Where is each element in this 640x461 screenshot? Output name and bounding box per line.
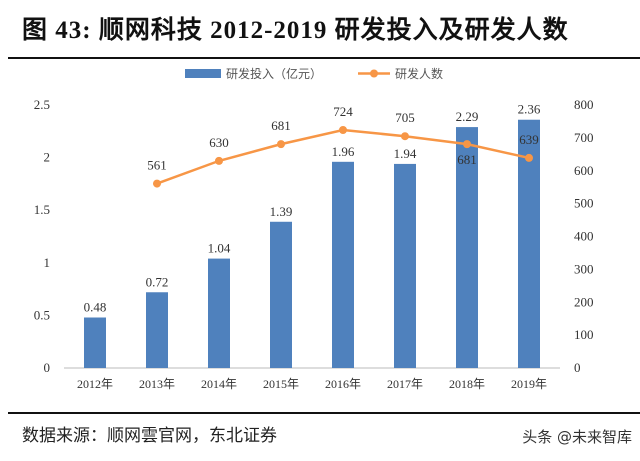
y-right-tick-label: 600 (574, 163, 594, 178)
line-point (463, 140, 471, 149)
x-tick-label: 2013年 (139, 377, 175, 391)
bar (84, 317, 106, 368)
line-point (215, 156, 223, 165)
x-tick-label: 2017年 (387, 377, 423, 391)
y-left-tick-label: 2 (44, 150, 51, 165)
y-left-tick-label: 2.5 (34, 97, 50, 112)
y-right-tick-label: 100 (574, 327, 594, 342)
line-data-label: 561 (147, 158, 167, 173)
legend-bar-swatch (185, 69, 221, 78)
x-tick-label: 2016年 (325, 377, 361, 391)
y-right-tick-label: 0 (574, 360, 581, 375)
line-point (339, 125, 347, 134)
bar-data-label: 1.39 (270, 204, 293, 219)
x-tick-label: 2014年 (201, 377, 237, 391)
bar-data-label: 1.94 (394, 146, 417, 161)
y-right-tick-label: 300 (574, 261, 594, 276)
figure-title: 图 43: 顺网科技 2012-2019 研发投入及研发人数 (22, 17, 569, 44)
y-left-tick-label: 0.5 (34, 307, 50, 322)
bar (332, 161, 354, 368)
y-left-tick-label: 1.5 (34, 202, 50, 217)
bar-data-label: 2.29 (456, 109, 479, 124)
footer-rule (8, 412, 640, 414)
bar-data-label: 1.04 (208, 241, 231, 256)
line-data-label: 705 (395, 110, 415, 125)
x-tick-label: 2012年 (77, 377, 113, 391)
y-right-tick-label: 500 (574, 196, 594, 211)
watermark: 头条 @未来智库 (522, 428, 632, 446)
bar (208, 258, 230, 368)
bar (456, 127, 478, 368)
legend-line-marker (370, 69, 378, 78)
y-right-tick-label: 200 (574, 294, 594, 309)
x-tick-label: 2019年 (511, 377, 547, 391)
bar (146, 292, 168, 368)
title-rule (8, 57, 640, 59)
line-data-label: 681 (271, 118, 291, 133)
y-left-tick-label: 1 (44, 255, 51, 270)
chart: 0 0.5 1 1.5 2 2.5 0 100 200 300 400 500 600 700 800 201… (34, 66, 594, 391)
bar-data-label: 0.72 (146, 274, 169, 289)
bar (270, 221, 292, 368)
line-data-label: 681 (457, 152, 477, 167)
bar (394, 163, 416, 368)
x-tick-label: 2018年 (449, 377, 485, 391)
line-data-label: 630 (209, 135, 229, 150)
bar-data-label: 0.48 (84, 300, 107, 315)
bar-data-label: 2.36 (518, 102, 541, 117)
x-tick-label: 2015年 (263, 377, 299, 391)
legend-line-label: 研发人数 (395, 66, 443, 81)
line-data-label: 639 (519, 132, 539, 147)
line-point (153, 179, 161, 188)
bar (518, 119, 540, 368)
bar-data-label: 1.96 (332, 144, 355, 159)
y-right-tick-label: 700 (574, 130, 594, 145)
y-right-tick-label: 800 (574, 97, 594, 112)
line-data-label: 724 (333, 104, 353, 119)
legend-bar-label: 研发投入（亿元） (226, 66, 322, 81)
y-right-tick-label: 400 (574, 229, 594, 244)
source-note: 数据来源：顺网雲官网，东北证券 (22, 426, 277, 446)
line-point (277, 140, 285, 149)
y-left-tick-label: 0 (44, 360, 51, 375)
line-point (401, 132, 409, 141)
line-point (525, 153, 533, 162)
